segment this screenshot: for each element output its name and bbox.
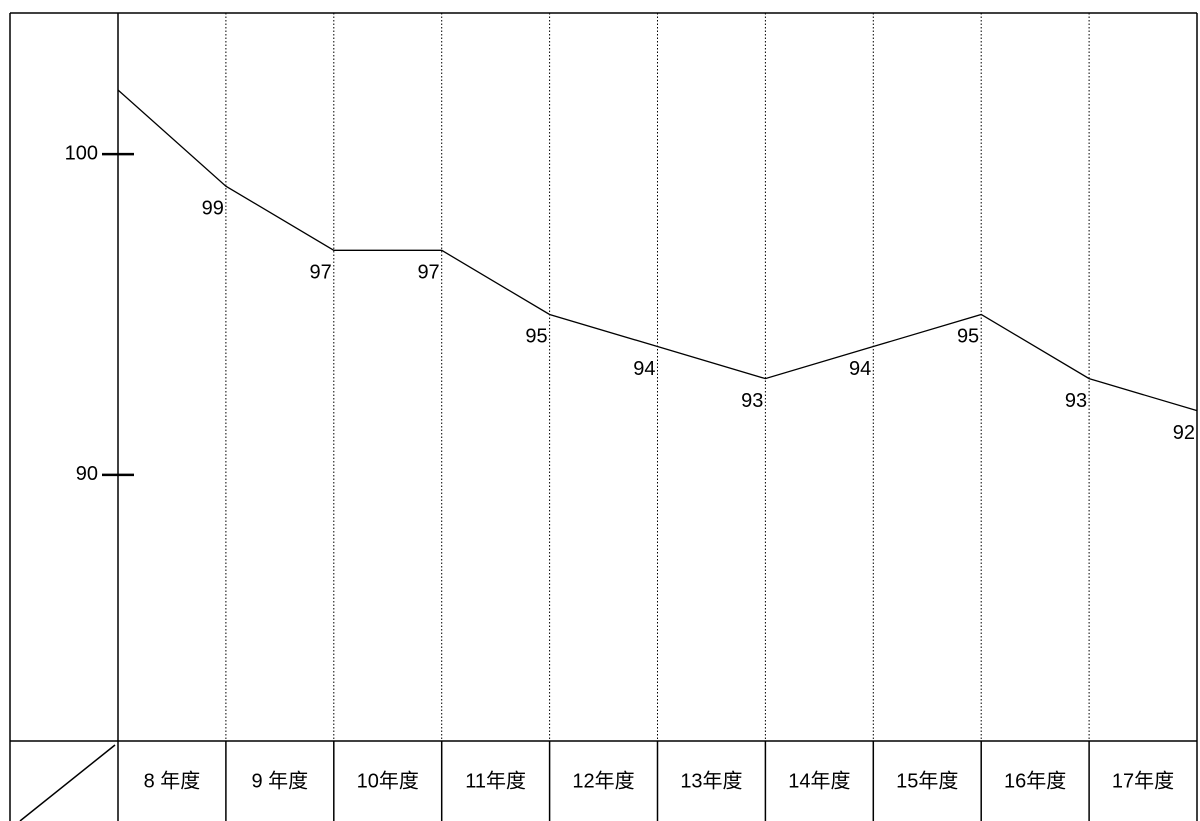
- data-label: 95: [525, 326, 547, 348]
- x-tick-label: 11年度: [465, 769, 526, 792]
- x-tick-label: 14年度: [788, 769, 850, 792]
- data-label: 93: [1065, 390, 1087, 412]
- x-tick-label: 9 年度: [252, 769, 309, 792]
- frame: [9, 12, 1198, 821]
- x-tick-label: 10年度: [357, 769, 419, 792]
- x-tick-label: 15年度: [896, 769, 958, 792]
- x-tick-label: 12年度: [572, 769, 634, 792]
- y-tick-label: 90: [76, 463, 98, 485]
- data-label: 93: [741, 390, 763, 412]
- data-label: 97: [417, 262, 439, 284]
- x-tick-label: 17年度: [1112, 769, 1174, 792]
- data-label: 94: [633, 358, 655, 380]
- data-label: 94: [849, 358, 871, 380]
- y-tick-label: 100: [65, 142, 98, 164]
- data-label: 92: [1173, 422, 1195, 444]
- data-label: 97: [310, 262, 332, 284]
- x-tick-label: 8 年度: [144, 769, 201, 792]
- data-label: 95: [957, 326, 979, 348]
- data-label: 99: [202, 197, 224, 219]
- x-tick-label: 13年度: [680, 769, 742, 792]
- line: [117, 89, 1198, 412]
- x-tick-label: 16年度: [1004, 769, 1066, 792]
